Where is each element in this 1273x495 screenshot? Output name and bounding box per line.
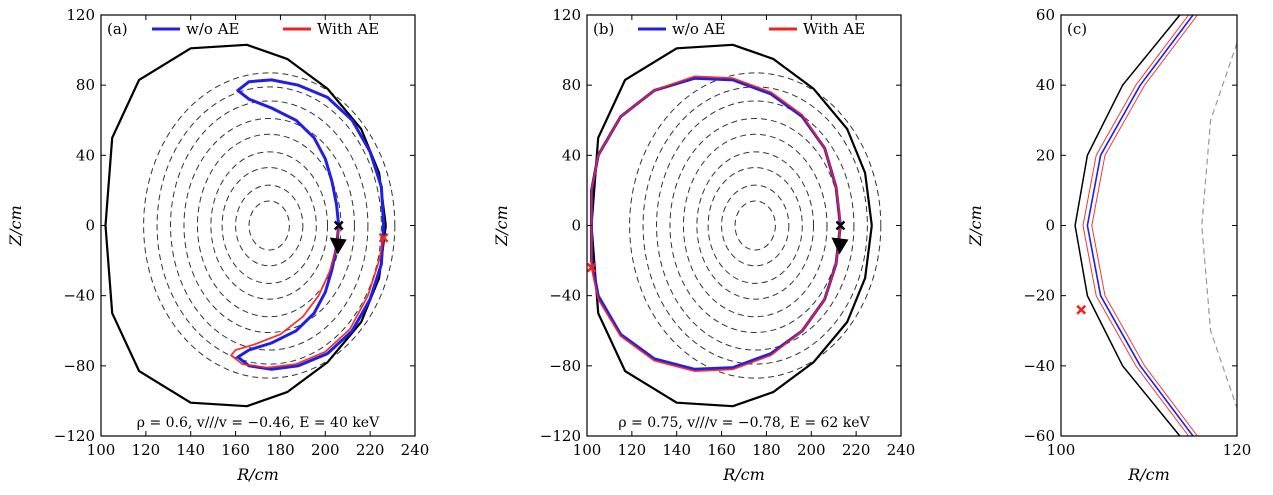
y-tick-label: −40 [63, 287, 95, 305]
flux-surface-5 [183, 117, 355, 334]
panel-label: (c) [1067, 20, 1087, 38]
y-tick-label: 0 [85, 217, 95, 235]
orbit-with-ae-1 [1082, 15, 1189, 436]
y-tick-label: 40 [562, 146, 581, 164]
orbit-with-ae-1 [590, 75, 842, 373]
y-tick-label: 40 [1036, 76, 1055, 94]
direction-arrow [831, 237, 849, 255]
flux-surface-5 [669, 117, 841, 334]
flux-surface-3 [210, 151, 329, 300]
x-tick-label: 180 [752, 441, 781, 459]
plot-area [1074, 15, 1237, 436]
legend-label-with-ae: With AE [803, 20, 865, 38]
y-tick-label: 20 [1036, 146, 1055, 164]
legend-label-with-ae: With AE [317, 20, 379, 38]
orbit-without-ae-0 [236, 78, 386, 371]
flux-surface-7 [156, 86, 382, 365]
flux-surface-8 [143, 72, 396, 379]
flux-surface-0 [248, 200, 290, 251]
y-tick-label: 120 [66, 6, 95, 24]
panel-b: 100 120 140 160 180 200 220 240 −120 −80 −40 0 40 80 1… [492, 6, 915, 484]
plasma-boundary [590, 43, 873, 408]
x-tick-label: 120 [132, 441, 161, 459]
y-axis-label: Z/cm [6, 205, 25, 247]
y-tick-label: 0 [1045, 217, 1055, 235]
flux-surface-segment [1201, 42, 1237, 409]
panel-label: (b) [593, 20, 614, 38]
x-tick-label: 240 [401, 441, 430, 459]
orbit-without-ae-0 [590, 76, 842, 371]
x-tick-label: 100 [1047, 441, 1076, 459]
flux-surface-4 [196, 133, 342, 318]
y-tick-label: −80 [63, 357, 95, 375]
x-tick-label: 120 [1223, 441, 1252, 459]
panel-label: (a) [107, 20, 128, 38]
flux-surface-1 [721, 184, 790, 267]
x-axis-label: R/cm [1127, 465, 1170, 484]
y-axis-label: Z/cm [492, 205, 511, 247]
parameter-annotation: ρ = 0.75, v//∕v = −0.78, E = 62 keV [618, 415, 870, 431]
flux-surface-0 [734, 200, 776, 251]
x-tick-label: 140 [176, 441, 205, 459]
orbit-with-ae-2 [1091, 15, 1198, 436]
y-axis-label: Z/cm [966, 205, 985, 247]
x-tick-label: 100 [87, 441, 116, 459]
x-tick-label: 120 [618, 441, 647, 459]
y-tick-label: 80 [562, 76, 581, 94]
start-marker [835, 220, 846, 231]
x-tick-label: 200 [797, 441, 826, 459]
direction-arrow [329, 237, 347, 255]
orbit-without-ae-0 [1086, 15, 1194, 436]
x-axis-label: R/cm [722, 465, 765, 484]
end-marker [1076, 304, 1087, 315]
flux-surface-2 [707, 167, 803, 284]
x-tick-label: 180 [266, 441, 295, 459]
y-tick-label: −120 [540, 427, 581, 445]
y-tick-label: −60 [1023, 427, 1055, 445]
x-tick-label: 160 [221, 441, 250, 459]
y-tick-label: 120 [552, 6, 581, 24]
x-axis-label: R/cm [236, 465, 279, 484]
y-tick-label: −40 [1023, 357, 1055, 375]
flux-surface-7 [642, 86, 868, 365]
flux-surface-2 [221, 167, 317, 284]
y-tick-label: 0 [571, 217, 581, 235]
flux-surface-8 [629, 72, 882, 379]
end-marker [586, 262, 597, 273]
legend-label-without-ae: w/o AE [672, 20, 725, 38]
flux-surface-6 [656, 100, 855, 351]
x-tick-label: 220 [842, 441, 871, 459]
orbit-with-ae-1 [230, 225, 385, 369]
y-tick-label: −80 [549, 357, 581, 375]
x-tick-label: 100 [573, 441, 602, 459]
parameter-annotation: ρ = 0.6, v//∕v = −0.46, E = 40 keV [137, 415, 380, 431]
start-marker [333, 220, 344, 231]
y-tick-label: −20 [1023, 287, 1055, 305]
y-tick-label: −120 [54, 427, 95, 445]
plasma-boundary-segment [1074, 15, 1181, 436]
plot-area [104, 43, 396, 408]
y-tick-label: 80 [76, 76, 95, 94]
panel-c: 100 120 −60 −40 −20 0 20 40 60 R/cm Z/cm (c) [966, 6, 1251, 484]
flux-surface-3 [696, 151, 815, 300]
x-tick-label: 160 [707, 441, 736, 459]
x-tick-label: 200 [311, 441, 340, 459]
flux-surface-4 [682, 133, 828, 318]
plot-area [590, 43, 882, 408]
flux-surface-6 [170, 100, 369, 351]
end-marker [378, 232, 389, 243]
x-tick-label: 240 [887, 441, 916, 459]
panel-a: 100 120 140 160 180 200 220 240 −120 −80 −40 0 40 80 1… [6, 6, 429, 484]
flux-surface-1 [235, 184, 304, 267]
x-tick-label: 220 [356, 441, 385, 459]
y-tick-label: 40 [76, 146, 95, 164]
y-tick-label: −40 [549, 287, 581, 305]
x-tick-label: 140 [662, 441, 691, 459]
legend-label-without-ae: w/o AE [186, 20, 239, 38]
y-tick-label: 60 [1036, 6, 1055, 24]
